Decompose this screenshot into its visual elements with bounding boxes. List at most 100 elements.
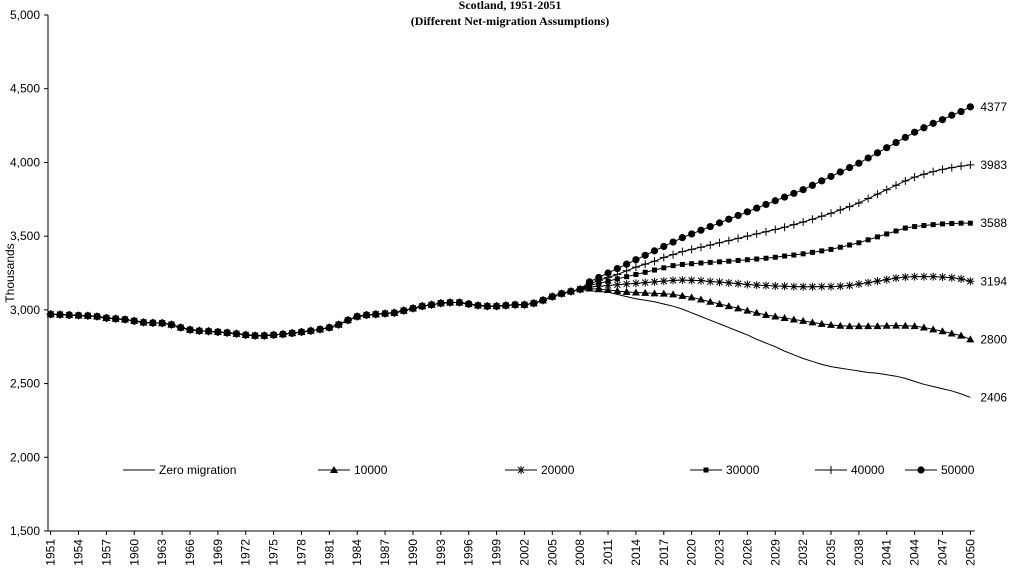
marker: [864, 322, 873, 330]
marker: [642, 269, 648, 275]
marker: [715, 219, 724, 227]
marker: [855, 159, 863, 167]
marker: [641, 288, 650, 296]
y-tick-label: 2,000: [10, 450, 40, 464]
x-tick-label: 2032: [796, 539, 810, 566]
marker: [614, 276, 620, 282]
marker: [827, 172, 835, 181]
marker: [929, 119, 937, 127]
marker: [864, 154, 872, 162]
x-tick-label: 1957: [99, 539, 113, 566]
marker: [845, 163, 854, 172]
marker: [854, 280, 863, 289]
marker: [827, 320, 836, 328]
marker: [957, 162, 966, 171]
y-tick-label: 4,000: [10, 155, 40, 169]
legend-label: 40000: [851, 463, 885, 477]
marker: [330, 466, 338, 473]
marker: [744, 257, 750, 263]
end-label: 2800: [980, 332, 1007, 346]
x-tick-label: 2044: [908, 539, 922, 566]
marker: [56, 310, 64, 319]
marker: [780, 313, 789, 321]
marker: [873, 190, 882, 199]
marker: [789, 282, 798, 291]
marker: [930, 222, 936, 228]
x-tick-label: 1954: [72, 539, 86, 566]
marker: [715, 299, 724, 307]
marker: [548, 292, 556, 301]
marker: [967, 220, 973, 226]
marker: [735, 257, 741, 263]
marker: [307, 327, 315, 335]
marker: [669, 290, 678, 298]
x-tick-label: 2011: [601, 539, 615, 565]
marker: [939, 221, 945, 227]
marker: [808, 215, 817, 224]
marker: [771, 197, 779, 205]
series: 3588: [48, 216, 1007, 339]
marker: [659, 289, 668, 297]
marker: [687, 276, 696, 285]
legend-label: 30000: [726, 463, 760, 477]
marker: [743, 280, 752, 289]
x-tick-label: 1966: [183, 539, 197, 566]
marker: [762, 200, 770, 209]
marker: [780, 223, 789, 232]
marker: [827, 209, 836, 218]
marker: [752, 308, 761, 316]
marker: [177, 323, 185, 332]
marker: [641, 278, 650, 287]
marker: [706, 240, 715, 249]
marker: [782, 253, 788, 259]
marker: [517, 466, 525, 474]
marker: [678, 234, 686, 242]
marker: [650, 277, 659, 286]
legend-label: 50000: [941, 463, 975, 477]
x-tick-label: 1981: [322, 539, 336, 566]
marker: [659, 277, 668, 286]
marker: [873, 149, 882, 157]
marker: [502, 301, 510, 310]
marker: [808, 282, 817, 291]
marker: [966, 277, 975, 286]
marker: [678, 247, 687, 256]
marker: [873, 322, 882, 330]
marker: [567, 287, 575, 296]
marker: [772, 254, 778, 260]
marker: [809, 249, 815, 255]
marker: [912, 224, 918, 230]
marker: [938, 165, 947, 174]
series: 2800: [46, 284, 1007, 346]
marker: [892, 321, 901, 329]
marker: [947, 273, 956, 282]
marker: [724, 278, 733, 287]
marker: [910, 272, 919, 281]
marker: [121, 315, 129, 324]
marker: [743, 208, 751, 216]
marker: [316, 325, 324, 333]
marker: [669, 238, 677, 246]
marker: [938, 327, 947, 335]
marker: [752, 229, 761, 238]
x-tick-label: 2050: [963, 539, 977, 566]
marker: [911, 128, 919, 136]
marker: [845, 322, 854, 330]
series-line: [50, 106, 971, 337]
marker: [650, 289, 659, 297]
marker: [761, 281, 770, 290]
marker: [631, 263, 640, 272]
marker: [947, 163, 956, 172]
marker: [734, 234, 743, 243]
marker: [242, 331, 250, 339]
marker: [966, 160, 975, 169]
marker: [919, 170, 928, 179]
marker: [938, 116, 947, 124]
marker: [696, 243, 705, 252]
marker: [530, 299, 538, 307]
marker: [791, 252, 797, 258]
marker: [696, 295, 705, 303]
series: 3983: [46, 158, 1007, 340]
marker: [427, 301, 436, 309]
